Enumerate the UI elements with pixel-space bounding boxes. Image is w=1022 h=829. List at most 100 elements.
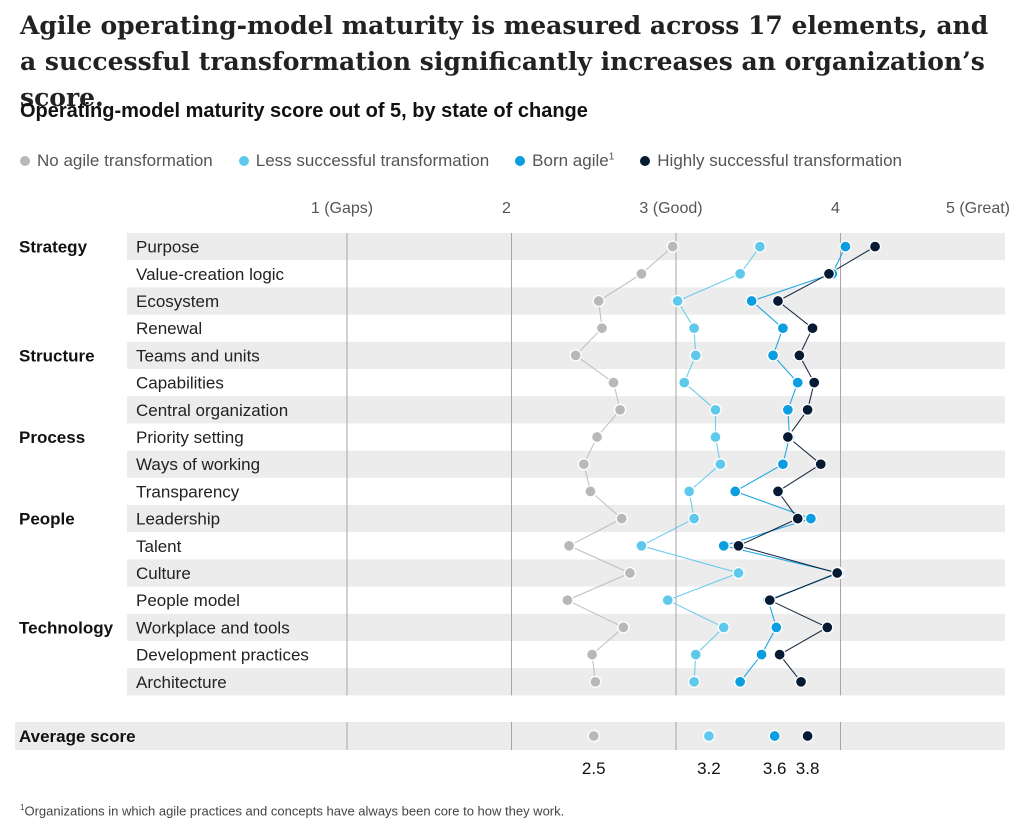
legend-marker: [515, 156, 526, 166]
legend-label: Highly successful transformation: [657, 151, 902, 170]
data-point-born-agile: [755, 648, 768, 661]
category-label: Ways of working: [136, 455, 260, 474]
category-label: Talent: [136, 537, 182, 556]
data-point-highly-successful-transformation: [814, 458, 827, 471]
axis-tick-label: 5 (Great): [946, 200, 1010, 217]
data-point-no-agile-transformation: [577, 458, 591, 471]
average-score-label: Average score: [19, 727, 136, 746]
data-point-no-agile-transformation: [584, 485, 597, 498]
row-band: [127, 287, 1005, 315]
data-point-no-agile-transformation: [635, 267, 648, 280]
data-point-highly-successful-transformation: [822, 267, 836, 280]
data-point-less-successful-transformation: [683, 485, 696, 498]
axis-tick-label: 1 (Gaps): [311, 200, 373, 217]
data-point-highly-successful-transformation: [763, 594, 776, 607]
category-label: Priority setting: [136, 428, 244, 447]
data-point-born-agile: [729, 485, 742, 498]
data-point-highly-successful-transformation: [771, 294, 785, 308]
data-point-less-successful-transformation: [717, 621, 730, 634]
footnote-mark: 1: [20, 803, 25, 812]
row-band: [127, 668, 1005, 696]
chart-subtitle: Operating-model maturity score out of 5,…: [20, 100, 588, 122]
group-label-structure: Structure: [19, 346, 95, 365]
data-point-born-agile: [776, 458, 790, 471]
average-point-born-agile: [768, 729, 781, 743]
category-label: Purpose: [136, 238, 199, 257]
data-point-less-successful-transformation: [678, 376, 691, 389]
data-point-highly-successful-transformation: [773, 648, 786, 661]
data-point-no-agile-transformation: [592, 294, 605, 308]
average-value-label: 3.8: [796, 759, 820, 778]
group-label-process: Process: [19, 428, 85, 447]
category-label: Workplace and tools: [136, 618, 290, 637]
data-point-less-successful-transformation: [714, 458, 727, 471]
average-band: [15, 722, 1005, 750]
legend-item-less-successful-transformation: Less successful transformation: [238, 151, 489, 171]
data-point-born-agile: [791, 376, 804, 389]
row-band: [127, 450, 1005, 478]
group-label-people: People: [19, 510, 75, 529]
category-label: Culture: [136, 564, 191, 583]
category-label: Renewal: [136, 319, 202, 338]
data-point-less-successful-transformation: [709, 430, 722, 444]
legend-item-born-agile: Born agile1: [515, 151, 614, 171]
data-point-no-agile-transformation: [623, 566, 637, 580]
data-point-less-successful-transformation: [689, 648, 702, 661]
category-label: Teams and units: [136, 346, 260, 365]
legend-item-highly-successful-transformation: Highly successful transformation: [640, 151, 902, 171]
row-band: [127, 505, 1005, 533]
data-point-less-successful-transformation: [687, 322, 701, 335]
data-point-born-agile: [770, 621, 783, 634]
data-point-highly-successful-transformation: [806, 322, 819, 335]
group-label-strategy: Strategy: [19, 238, 88, 257]
data-point-born-agile: [734, 675, 747, 688]
maturity-dot-plot: 1 (Gaps) 2 3 (Good) 4 5 (Great) Strategy Struc…: [15, 200, 1010, 778]
data-point-less-successful-transformation: [689, 349, 702, 362]
data-point-born-agile: [804, 512, 818, 525]
data-point-highly-successful-transformation: [801, 403, 814, 416]
data-point-no-agile-transformation: [561, 594, 574, 607]
data-point-born-agile: [766, 349, 780, 362]
data-point-less-successful-transformation: [732, 566, 745, 580]
axis-tick-label: 4: [831, 200, 840, 217]
data-point-no-agile-transformation: [666, 240, 679, 253]
data-point-born-agile: [839, 240, 852, 253]
legend-marker: [640, 156, 651, 166]
average-value-label: 3.6: [763, 759, 787, 778]
data-point-highly-successful-transformation: [791, 512, 804, 525]
chart-title: Agile operating-model maturity is measur…: [20, 11, 989, 112]
data-point-highly-successful-transformation: [732, 539, 745, 552]
average-point-highly-successful-transformation: [801, 729, 814, 743]
data-point-highly-successful-transformation: [771, 485, 785, 498]
average-point-less-successful-transformation: [702, 729, 716, 743]
axis-tick-label: 3 (Good): [639, 200, 702, 217]
category-label: People model: [136, 591, 240, 610]
row-band: [127, 613, 1005, 641]
data-point-born-agile: [717, 539, 730, 552]
data-point-highly-successful-transformation: [831, 566, 844, 580]
group-label-technology: Technology: [19, 618, 114, 637]
data-point-born-agile: [745, 294, 758, 308]
data-point-no-agile-transformation: [562, 539, 576, 552]
data-point-no-agile-transformation: [617, 621, 630, 634]
data-point-no-agile-transformation: [607, 376, 620, 389]
data-point-less-successful-transformation: [671, 294, 684, 308]
average-value-label: 2.5: [582, 759, 606, 778]
data-point-less-successful-transformation: [687, 675, 701, 688]
axis-tick-label: 2: [502, 200, 511, 217]
category-label: Development practices: [136, 646, 309, 665]
data-point-highly-successful-transformation: [808, 376, 821, 389]
footnote: 1Organizations in which agile practices …: [20, 803, 564, 818]
category-label: Capabilities: [136, 374, 224, 393]
data-point-no-agile-transformation: [585, 648, 599, 661]
data-point-no-agile-transformation: [589, 675, 602, 688]
category-label: Ecosystem: [136, 292, 219, 311]
category-label: Value-creation logic: [136, 265, 285, 284]
legend-marker: [20, 156, 30, 166]
legend-item-no-agile-transformation: No agile transformation: [20, 151, 213, 171]
data-point-highly-successful-transformation: [868, 240, 882, 253]
row-band: [127, 396, 1005, 424]
category-label: Central organization: [136, 401, 288, 420]
data-point-highly-successful-transformation: [794, 675, 808, 688]
data-point-less-successful-transformation: [687, 512, 701, 525]
